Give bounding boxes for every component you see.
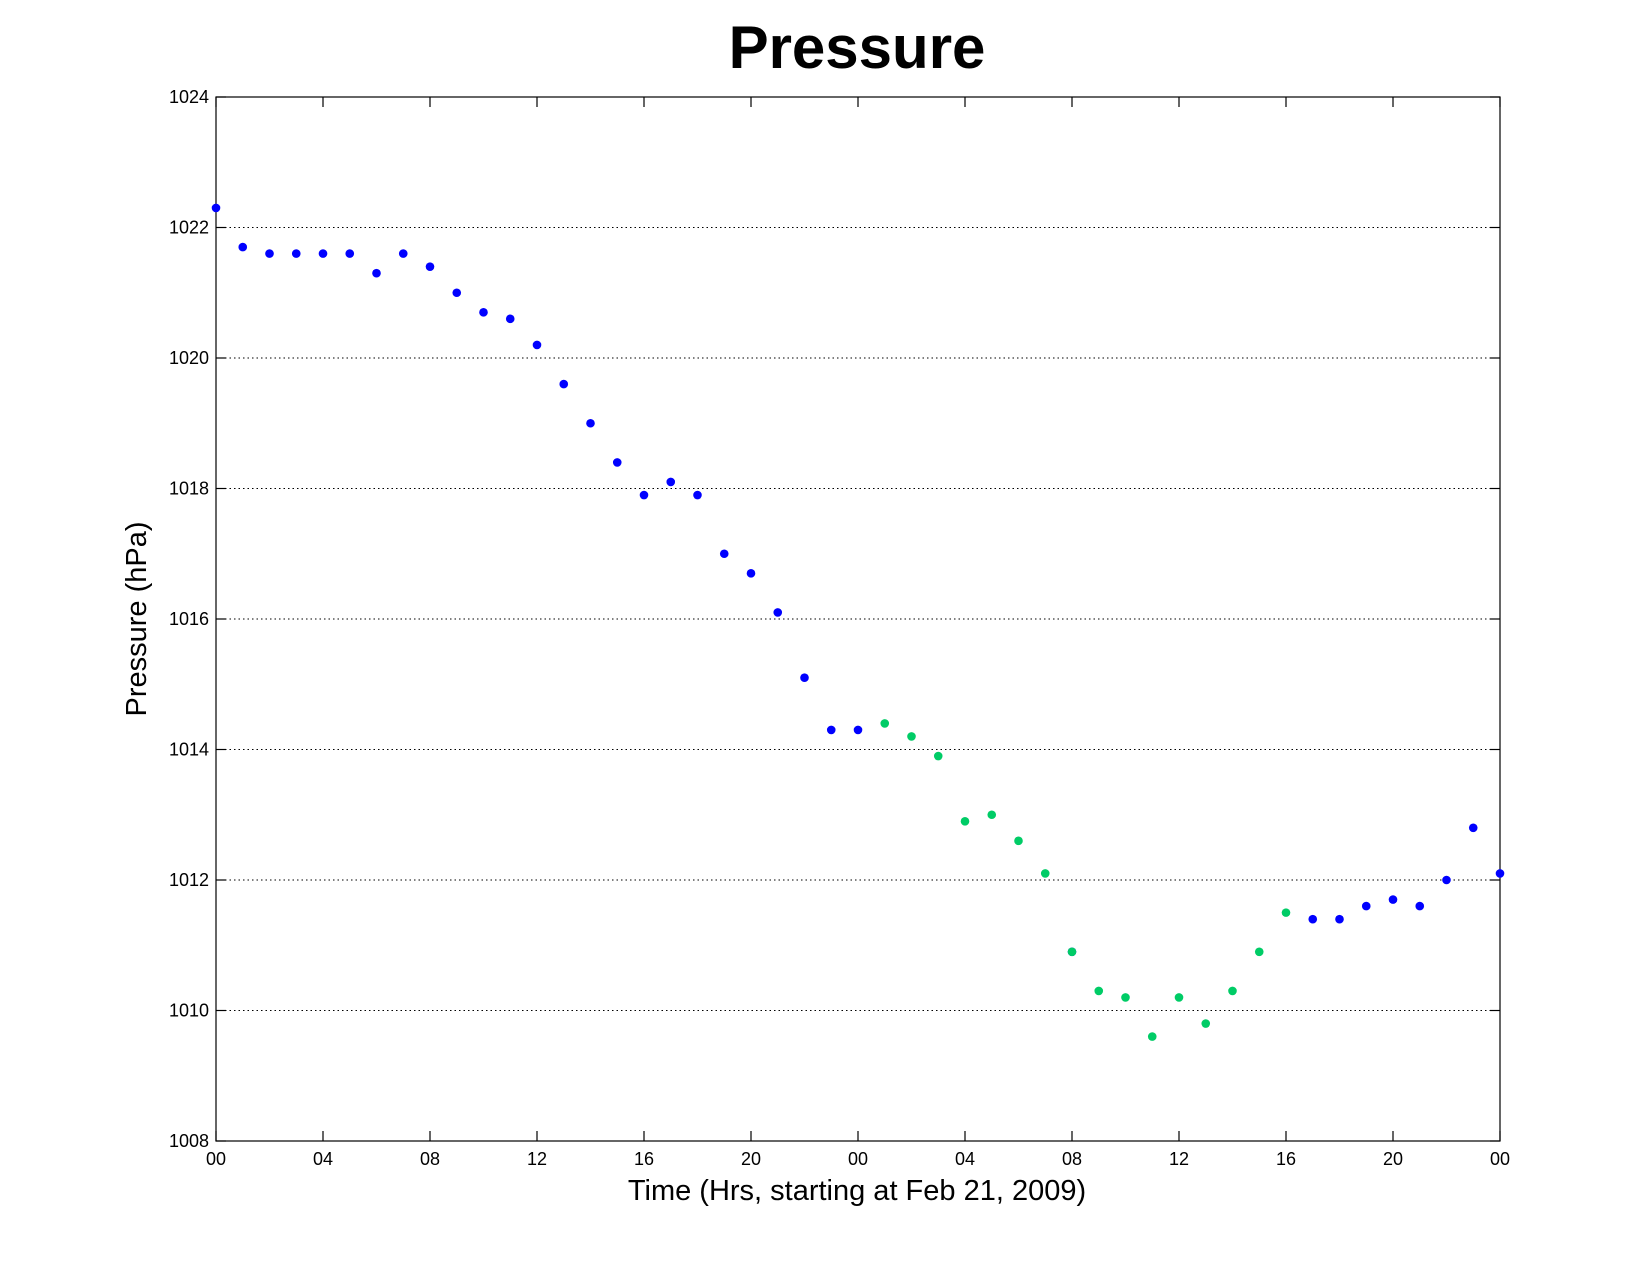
data-point xyxy=(586,418,595,428)
data-point xyxy=(746,569,756,578)
data-point xyxy=(960,816,970,826)
x-tick-label: 20 xyxy=(1383,1149,1403,1169)
data-point xyxy=(1201,1019,1211,1028)
x-tick-label: 16 xyxy=(634,1149,654,1169)
x-tick-label: 04 xyxy=(955,1149,975,1169)
y-tick-label: 1018 xyxy=(169,479,209,499)
data-point xyxy=(907,732,916,741)
data-point xyxy=(612,458,622,467)
data-point xyxy=(1014,836,1023,846)
data-point xyxy=(318,249,328,258)
data-point xyxy=(345,249,355,258)
data-point xyxy=(265,249,274,258)
y-tick-label: 1010 xyxy=(169,1001,209,1021)
plot-frame xyxy=(215,96,1501,1142)
y-tick-label: 1024 xyxy=(169,87,209,107)
data-point xyxy=(1388,895,1398,904)
x-tick-label: 16 xyxy=(1276,1149,1296,1169)
data-point xyxy=(1254,947,1264,957)
chart-title: Pressure xyxy=(729,14,986,81)
data-point xyxy=(1094,986,1104,996)
data-point xyxy=(532,340,542,350)
x-tick-label: 12 xyxy=(1169,1149,1189,1169)
grid-lines xyxy=(216,227,1500,1011)
y-tick-label: 1012 xyxy=(169,870,209,890)
data-point xyxy=(800,673,809,683)
data-point xyxy=(639,490,649,500)
data-point xyxy=(1281,908,1291,917)
data-point xyxy=(853,725,863,735)
data-point xyxy=(933,751,943,761)
data-point xyxy=(1495,869,1505,878)
x-tick-label: 00 xyxy=(1490,1149,1510,1169)
y-tick-label: 1022 xyxy=(169,218,209,238)
data-point xyxy=(425,262,435,271)
data-point xyxy=(773,608,783,617)
y-tick-label: 1016 xyxy=(169,609,209,629)
axis-ticks xyxy=(215,96,1501,1142)
data-point xyxy=(1468,823,1478,833)
data-point xyxy=(559,379,569,389)
x-axis-label: Time (Hrs, starting at Feb 21, 2009) xyxy=(628,1175,1086,1207)
y-tick-labels: 1008 1010 1012 1014 1016 1018 1020 1022 1024 xyxy=(169,87,209,1151)
x-tick-label: 12 xyxy=(527,1149,547,1169)
data-point xyxy=(880,719,890,728)
data-point xyxy=(1147,1032,1157,1041)
data-point xyxy=(479,308,488,317)
y-tick-label: 1020 xyxy=(169,348,209,368)
data-point xyxy=(372,268,381,278)
data-point xyxy=(1335,914,1344,924)
data-point xyxy=(1040,869,1050,878)
data-point xyxy=(1121,993,1130,1002)
x-tick-label: 00 xyxy=(206,1149,226,1169)
data-point xyxy=(666,477,676,487)
data-point xyxy=(452,288,462,298)
data-point xyxy=(1308,914,1318,924)
data-point xyxy=(1361,901,1371,911)
data-point xyxy=(398,249,408,258)
data-point xyxy=(1415,901,1425,911)
data-point xyxy=(211,203,221,213)
data-point xyxy=(719,549,729,559)
x-tick-label: 20 xyxy=(741,1149,761,1169)
data-point xyxy=(291,249,301,258)
data-point xyxy=(1228,986,1237,996)
x-tick-label: 00 xyxy=(848,1149,868,1169)
y-tick-label: 1008 xyxy=(169,1131,209,1151)
y-axis-label: Pressure (hPa) xyxy=(121,521,153,716)
y-tick-label: 1014 xyxy=(169,740,209,760)
x-tick-labels: 00 04 08 12 16 20 00 04 08 12 16 20 00 xyxy=(206,1149,1510,1169)
x-tick-label: 08 xyxy=(420,1149,440,1169)
data-point xyxy=(238,242,248,252)
data-point xyxy=(505,314,515,324)
data-point xyxy=(1442,875,1451,885)
data-point xyxy=(1067,947,1077,957)
x-tick-label: 08 xyxy=(1062,1149,1082,1169)
data-point xyxy=(987,810,997,820)
data-point xyxy=(693,490,702,500)
x-tick-label: 04 xyxy=(313,1149,333,1169)
data-point xyxy=(1174,993,1184,1002)
data-points xyxy=(211,203,1505,1041)
data-point xyxy=(826,725,836,735)
